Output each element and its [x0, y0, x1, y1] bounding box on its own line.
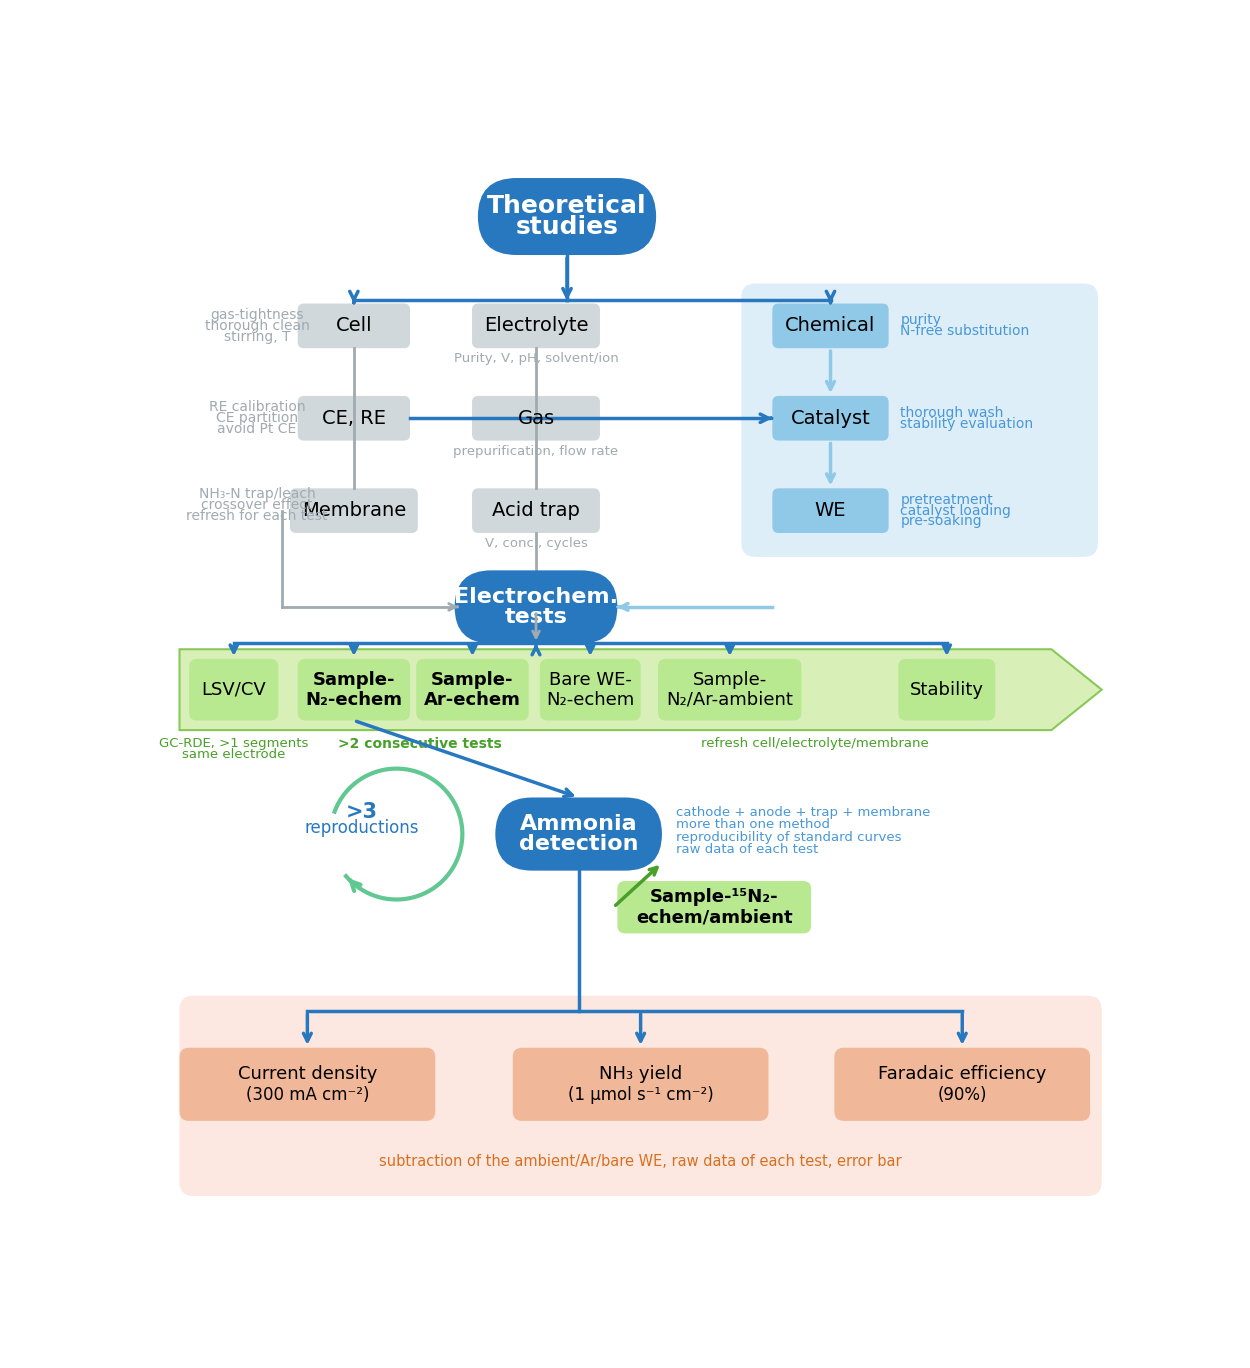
- Text: V, conc., cycles: V, conc., cycles: [485, 538, 588, 550]
- FancyBboxPatch shape: [298, 304, 410, 349]
- Text: detection: detection: [519, 834, 639, 854]
- FancyBboxPatch shape: [899, 659, 995, 721]
- Text: Current density: Current density: [238, 1064, 378, 1082]
- FancyBboxPatch shape: [772, 395, 889, 440]
- Text: crossover effect: crossover effect: [201, 498, 312, 512]
- Text: LSV/CV: LSV/CV: [201, 681, 266, 699]
- Text: N₂/Ar-ambient: N₂/Ar-ambient: [666, 691, 794, 709]
- Text: Sample-: Sample-: [431, 670, 514, 688]
- Text: >2 consecutive tests: >2 consecutive tests: [338, 737, 501, 751]
- Text: RE calibration: RE calibration: [209, 401, 305, 415]
- FancyBboxPatch shape: [472, 395, 600, 440]
- Text: Electrochem.: Electrochem.: [454, 587, 618, 607]
- Text: NH₃ yield: NH₃ yield: [599, 1064, 683, 1082]
- FancyBboxPatch shape: [298, 395, 410, 440]
- FancyBboxPatch shape: [416, 659, 529, 721]
- Polygon shape: [180, 650, 1101, 731]
- FancyBboxPatch shape: [741, 283, 1098, 557]
- FancyBboxPatch shape: [835, 1048, 1090, 1120]
- FancyBboxPatch shape: [618, 881, 811, 933]
- FancyBboxPatch shape: [772, 488, 889, 534]
- Text: same electrode: same electrode: [182, 748, 285, 761]
- Text: N-free substitution: N-free substitution: [900, 324, 1030, 338]
- Text: Sample-¹⁵N₂-: Sample-¹⁵N₂-: [650, 888, 779, 906]
- Text: thorough wash: thorough wash: [900, 406, 1004, 420]
- FancyBboxPatch shape: [180, 996, 1101, 1196]
- Text: (1 μmol s⁻¹ cm⁻²): (1 μmol s⁻¹ cm⁻²): [568, 1086, 714, 1104]
- Text: (90%): (90%): [938, 1086, 988, 1104]
- FancyBboxPatch shape: [658, 659, 801, 721]
- Text: stirring, T: stirring, T: [224, 330, 290, 343]
- Text: Cell: Cell: [335, 316, 372, 335]
- Text: echem/ambient: echem/ambient: [636, 908, 792, 926]
- Text: Chemical: Chemical: [785, 316, 876, 335]
- Text: raw data of each test: raw data of each test: [676, 843, 819, 856]
- Text: Purity, V, pH, solvent/ion: Purity, V, pH, solvent/ion: [454, 353, 619, 365]
- Text: prepurification, flow rate: prepurification, flow rate: [454, 445, 619, 458]
- Text: catalyst loading: catalyst loading: [900, 503, 1011, 517]
- FancyBboxPatch shape: [180, 1048, 435, 1120]
- Text: tests: tests: [505, 607, 568, 627]
- FancyBboxPatch shape: [495, 798, 662, 870]
- Text: GC-RDE, >1 segments: GC-RDE, >1 segments: [159, 737, 309, 751]
- FancyBboxPatch shape: [472, 488, 600, 534]
- FancyBboxPatch shape: [478, 178, 656, 254]
- FancyBboxPatch shape: [540, 659, 641, 721]
- Text: NH₃-N trap/leach: NH₃-N trap/leach: [199, 487, 315, 502]
- Text: more than one method: more than one method: [676, 818, 830, 832]
- Text: reproducibility of standard curves: reproducibility of standard curves: [676, 830, 901, 844]
- Text: Gas: Gas: [518, 409, 555, 428]
- Text: N₂-echem: N₂-echem: [546, 691, 635, 709]
- Text: Sample-: Sample-: [693, 670, 768, 688]
- FancyBboxPatch shape: [772, 304, 889, 349]
- FancyBboxPatch shape: [455, 570, 618, 643]
- Text: Ammonia: Ammonia: [520, 814, 638, 834]
- Text: gas-tightness: gas-tightness: [210, 308, 304, 321]
- FancyBboxPatch shape: [189, 659, 279, 721]
- Text: N₂-echem: N₂-echem: [305, 691, 402, 709]
- Text: Electrolyte: Electrolyte: [484, 316, 589, 335]
- Text: cathode + anode + trap + membrane: cathode + anode + trap + membrane: [676, 806, 930, 819]
- Text: WE: WE: [815, 501, 846, 520]
- Text: thorough clean: thorough clean: [205, 319, 310, 332]
- FancyBboxPatch shape: [290, 488, 418, 534]
- Text: subtraction of the ambient/Ar/bare WE, raw data of each test, error bar: subtraction of the ambient/Ar/bare WE, r…: [379, 1153, 902, 1168]
- Text: Membrane: Membrane: [301, 501, 406, 520]
- Text: avoid Pt CE: avoid Pt CE: [217, 423, 296, 436]
- Text: refresh for each test: refresh for each test: [186, 509, 328, 523]
- Text: Catalyst: Catalyst: [791, 409, 870, 428]
- Text: (300 mA cm⁻²): (300 mA cm⁻²): [245, 1086, 369, 1104]
- Text: Faradaic efficiency: Faradaic efficiency: [878, 1064, 1046, 1082]
- Text: pretreatment: pretreatment: [900, 492, 993, 508]
- Text: Stability: Stability: [910, 681, 984, 699]
- Text: >3: >3: [345, 803, 378, 822]
- Text: Acid trap: Acid trap: [492, 501, 580, 520]
- Text: Sample-: Sample-: [312, 670, 395, 688]
- FancyBboxPatch shape: [298, 659, 410, 721]
- FancyBboxPatch shape: [472, 304, 600, 349]
- Text: Bare WE-: Bare WE-: [549, 670, 631, 688]
- Text: CE, RE: CE, RE: [322, 409, 386, 428]
- Text: stability evaluation: stability evaluation: [900, 417, 1034, 431]
- Text: purity: purity: [900, 313, 941, 327]
- Text: Theoretical: Theoretical: [488, 194, 646, 218]
- Text: CE partition: CE partition: [216, 412, 298, 425]
- Text: reproductions: reproductions: [305, 819, 419, 837]
- Text: pre-soaking: pre-soaking: [900, 514, 983, 528]
- Text: studies: studies: [515, 215, 619, 239]
- FancyBboxPatch shape: [512, 1048, 769, 1120]
- Text: Ar-echem: Ar-echem: [424, 691, 521, 709]
- Text: refresh cell/electrolyte/membrane: refresh cell/electrolyte/membrane: [701, 737, 929, 751]
